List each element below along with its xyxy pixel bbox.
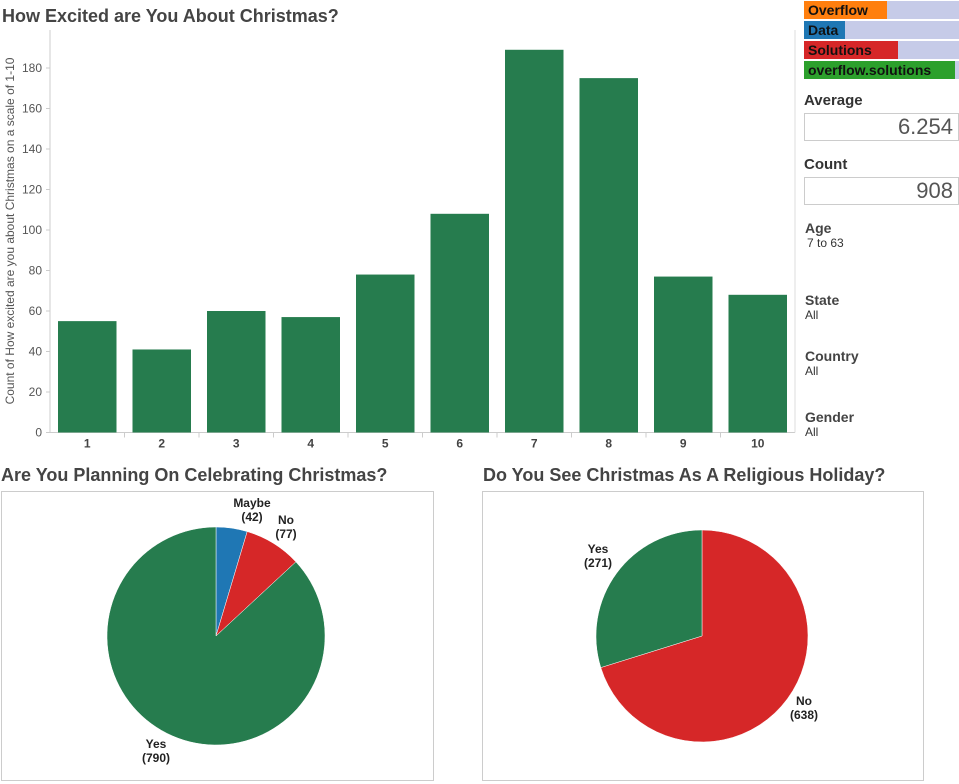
pie2-title: Do You See Christmas As A Religious Holi… xyxy=(483,465,886,485)
slice-label: Yes (790) xyxy=(142,737,170,765)
bar-chart-title: How Excited are You About Christmas? xyxy=(2,6,339,26)
bar xyxy=(281,317,340,433)
legend-label: Overflow xyxy=(804,1,888,19)
religious-pie-chart: No (638) Yes (271) xyxy=(584,529,818,743)
legend-label: Data xyxy=(804,21,845,39)
color-legend: Overflow Data Solutions overflow.solutio… xyxy=(804,1,959,81)
y-tick-label: 0 xyxy=(35,426,42,440)
y-tick-label: 100 xyxy=(22,223,42,237)
count-label: Count xyxy=(804,156,848,173)
filter-country[interactable]: Country All xyxy=(805,348,859,378)
pie-slice xyxy=(595,529,703,668)
y-tick-label: 40 xyxy=(29,345,43,359)
filter-value: All xyxy=(805,308,819,322)
bar xyxy=(207,311,266,433)
y-tick-label: 20 xyxy=(29,385,43,399)
slice-label: Yes (271) xyxy=(584,542,612,570)
bar xyxy=(579,78,638,433)
slice-label: No (77) xyxy=(275,513,296,541)
legend-item[interactable]: overflow.solutions xyxy=(804,61,959,79)
filter-value: 7 to 63 xyxy=(807,236,844,250)
x-tick-label: 10 xyxy=(751,437,765,451)
x-tick-label: 5 xyxy=(382,437,389,451)
x-tick-label: 1 xyxy=(84,437,91,451)
filter-gender[interactable]: Gender All xyxy=(805,409,854,439)
legend-label: Solutions xyxy=(804,41,898,59)
average-value: 6.254 xyxy=(804,113,959,141)
y-tick-label: 140 xyxy=(22,142,42,156)
bar xyxy=(58,321,117,433)
bar xyxy=(430,213,489,433)
filter-age[interactable]: Age 7 to 63 xyxy=(805,220,844,250)
bar xyxy=(132,349,191,433)
legend-item[interactable]: Solutions xyxy=(804,41,959,59)
filter-value: All xyxy=(805,425,819,439)
celebrating-pie-chart: Maybe (42) No (77) Yes (790) xyxy=(106,496,326,765)
x-tick-label: 3 xyxy=(233,437,240,451)
bar xyxy=(654,276,713,433)
y-tick-label: 120 xyxy=(22,183,42,197)
average-label: Average xyxy=(804,92,863,109)
legend-item[interactable]: Data xyxy=(804,21,959,39)
filter-state[interactable]: State All xyxy=(805,292,839,322)
count-value: 908 xyxy=(804,177,959,205)
filter-name: State xyxy=(805,292,840,308)
bar xyxy=(728,294,787,433)
filter-value: All xyxy=(805,364,819,378)
pie-slice xyxy=(600,529,809,743)
legend-item[interactable]: Overflow xyxy=(804,1,959,19)
y-tick-label: 60 xyxy=(29,304,43,318)
x-tick-label: 8 xyxy=(605,437,612,451)
bar xyxy=(505,49,564,433)
pie1-title: Are You Planning On Celebrating Christma… xyxy=(1,465,388,485)
x-tick-label: 9 xyxy=(680,437,687,451)
legend-label: overflow.solutions xyxy=(804,61,955,79)
filter-name: Gender xyxy=(805,409,855,425)
y-tick-label: 160 xyxy=(22,102,42,116)
y-tick-label: 180 xyxy=(22,61,42,75)
slice-label: Maybe (42) xyxy=(233,496,271,524)
bar xyxy=(356,274,415,433)
bar-chart: 0 20 40 60 80 100 120 140 160 180 Count of How exc… xyxy=(3,30,796,451)
pie-slice xyxy=(106,526,326,746)
filter-name: Age xyxy=(805,220,832,236)
x-tick-label: 6 xyxy=(456,437,463,451)
x-tick-label: 7 xyxy=(531,437,538,451)
slice-label: No (638) xyxy=(790,694,818,722)
x-tick-label: 2 xyxy=(158,437,165,451)
y-tick-label: 80 xyxy=(29,264,43,278)
filter-name: Country xyxy=(805,348,859,364)
y-axis-label: Count of How excited are you about Chris… xyxy=(3,57,17,404)
x-tick-label: 4 xyxy=(307,437,314,451)
